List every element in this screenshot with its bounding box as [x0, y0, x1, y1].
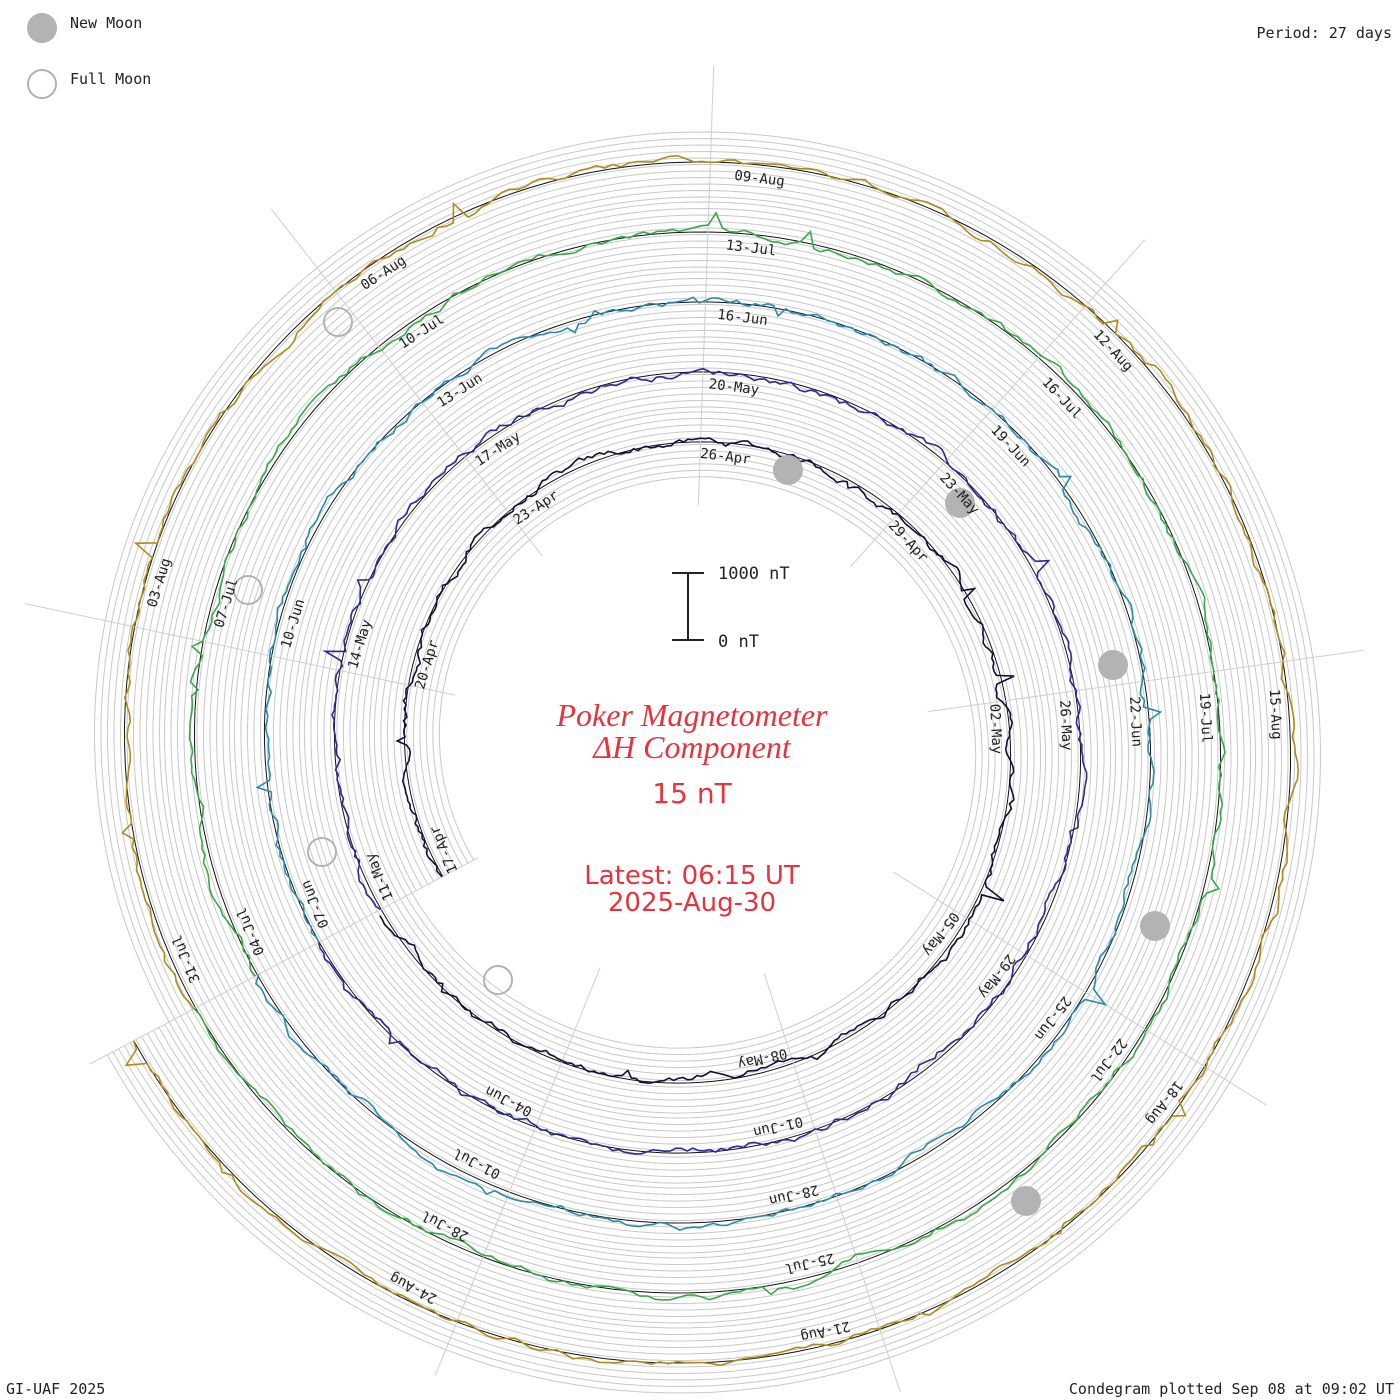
- new-moon-marker: [1098, 650, 1128, 680]
- full-moon-marker: [233, 575, 263, 605]
- date-label: 22-Jun: [1126, 696, 1145, 747]
- date-label: 25-Jun: [1031, 993, 1074, 1043]
- radial-line: [270, 208, 543, 557]
- series-trace-turn-5: [121, 154, 1300, 1367]
- latest-date-label: 2025-Aug-30: [608, 888, 776, 918]
- new-moon-legend-label: New Moon: [70, 14, 142, 32]
- series-trace-turn-1: [379, 437, 1015, 1085]
- full-moon-legend-label: Full Moon: [70, 70, 151, 88]
- radial-line: [434, 967, 601, 1376]
- series-trace-turn-2: [317, 367, 1088, 1155]
- grid-spiral-8: [106, 144, 1309, 1381]
- value-label: 15 nT: [652, 777, 732, 810]
- radial-line: [893, 871, 1267, 1106]
- new-moon-legend-icon: [27, 13, 57, 43]
- radial-line: [697, 65, 715, 506]
- grid-spiral-0: [158, 196, 1257, 1329]
- latest-time-label: Latest: 06:15 UT: [584, 861, 800, 891]
- radial-line: [89, 857, 479, 1065]
- grid-spiral-10: [93, 131, 1321, 1394]
- date-label: 22-Jul: [1087, 1035, 1130, 1085]
- scale-bottom-label: 0 nT: [718, 632, 759, 652]
- full-moon-legend-icon: [27, 69, 57, 99]
- series-trace-turn-3: [254, 296, 1163, 1231]
- grid-spiral-9: [100, 137, 1315, 1387]
- new-moon-marker: [1140, 911, 1170, 941]
- date-label: 26-May: [1056, 700, 1075, 751]
- grid-spiral-1: [152, 189, 1263, 1336]
- plotted-label: Condegram plotted Sep 08 at 09:02 UT: [1069, 1380, 1394, 1398]
- series-traces: [121, 154, 1300, 1367]
- date-label: 05-May: [919, 909, 962, 959]
- date-label: 26-Apr: [699, 446, 751, 468]
- new-moon-marker: [1011, 1186, 1041, 1216]
- radial-line: [927, 649, 1364, 713]
- scale-top-label: 1000 nT: [718, 564, 790, 584]
- date-label: 19-Jul: [1196, 692, 1215, 743]
- credit-label: GI-UAF 2025: [6, 1380, 105, 1398]
- grid-spiral-3: [139, 176, 1276, 1349]
- radial-line: [763, 973, 901, 1392]
- date-label: 13-Jul: [725, 237, 777, 259]
- chart-title-line2: ΔH Component: [591, 729, 792, 765]
- moon-markers: [233, 307, 1170, 1216]
- date-radial-lines: [24, 65, 1364, 1392]
- period-label: Period: 27 days: [1257, 24, 1392, 42]
- date-label: 15-Aug: [1266, 689, 1285, 740]
- grid-spiral-7: [113, 150, 1302, 1375]
- series-trace-turn-4: [188, 211, 1226, 1301]
- grid-spiral-6: [119, 157, 1296, 1368]
- date-label: 17-Apr: [427, 823, 461, 876]
- chart-title-line1: Poker Magnetometer: [555, 697, 828, 733]
- grid-spiral-4: [132, 170, 1283, 1355]
- full-moon-marker: [307, 837, 337, 867]
- date-label: 09-Aug: [733, 168, 785, 190]
- grid-spiral-2: [145, 183, 1270, 1342]
- date-label: 02-May: [986, 703, 1005, 754]
- baseline-spiral: [123, 161, 1292, 1364]
- full-moon-marker: [483, 965, 513, 995]
- date-label: 16-Jun: [716, 307, 768, 329]
- date-label: 20-May: [708, 376, 760, 398]
- new-moon-marker: [773, 455, 803, 485]
- full-moon-marker: [323, 307, 353, 337]
- radial-line: [24, 603, 456, 696]
- new-moon-marker: [945, 488, 975, 518]
- radial-line: [850, 239, 1146, 567]
